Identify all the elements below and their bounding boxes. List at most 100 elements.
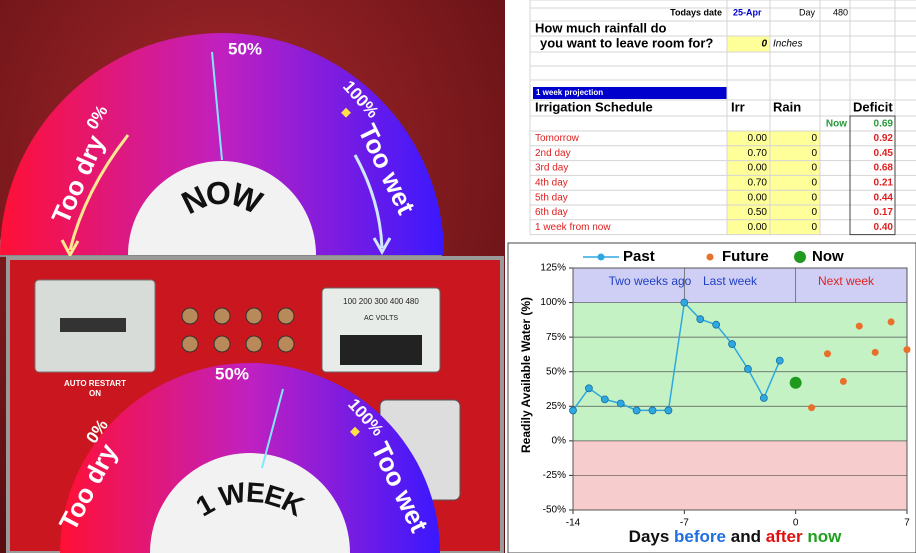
gauge-mid: 50% — [215, 364, 249, 383]
row-label: 6th day — [535, 207, 568, 218]
input-cell — [727, 175, 820, 191]
y-tick-label: 125% — [540, 263, 566, 274]
point — [680, 298, 689, 307]
arrow-head — [60, 239, 80, 259]
point — [664, 406, 673, 415]
projection: 1 week projection — [536, 88, 603, 97]
irr-cell: 0.00 — [748, 222, 768, 233]
point — [744, 365, 752, 373]
room-input[interactable]: 0 — [761, 39, 767, 50]
x-tick-label: 0 — [793, 518, 799, 529]
x-label-part: before — [674, 527, 726, 546]
meter-label: AC VOLTS — [364, 315, 398, 322]
legend-label: Now — [812, 248, 844, 265]
question: How much rainfall do — [535, 20, 667, 35]
deficit-cell: 0.44 — [874, 192, 894, 203]
input-cell — [727, 205, 820, 220]
y-axis-label: Readily Available Water (%) — [519, 297, 533, 453]
legend-label: Past — [623, 248, 655, 265]
marker — [350, 426, 360, 437]
x-tick-label: 7 — [904, 518, 910, 529]
rain-cell: 0 — [811, 163, 817, 174]
legend-marker — [706, 253, 714, 261]
point — [789, 376, 802, 389]
point — [903, 346, 911, 354]
deficit-cell: 0.92 — [874, 133, 894, 144]
y-tick-label: 50% — [546, 366, 566, 377]
region-label: Next week — [818, 274, 875, 288]
input-cell — [727, 36, 770, 52]
input-cell — [727, 145, 820, 161]
y-tick-label: 75% — [546, 332, 566, 343]
deficit-cell: 0.21 — [874, 178, 894, 189]
point — [759, 394, 768, 402]
counter — [60, 318, 126, 332]
y-tick-label: 100% — [540, 297, 566, 308]
deficit-cell: 0.40 — [874, 222, 894, 233]
date: 25-Apr — [733, 7, 762, 17]
x-label-part: Days — [629, 527, 670, 546]
point — [839, 377, 847, 385]
rain-cell: 0 — [811, 148, 817, 159]
point — [808, 404, 816, 412]
point — [871, 348, 879, 356]
rain-cell: 0 — [811, 207, 817, 218]
irr-cell: 0.00 — [748, 163, 768, 174]
dial-center — [150, 453, 350, 553]
rain-cell: 0 — [811, 192, 817, 203]
rain-cell: 0 — [811, 133, 817, 144]
x-label-part: and — [731, 527, 761, 546]
point — [712, 320, 721, 329]
projection-bar — [533, 87, 727, 99]
button — [245, 335, 263, 353]
header: Irrigation Schedule — [535, 99, 653, 114]
sheet-bg — [505, 0, 916, 243]
point — [887, 318, 895, 326]
arrow-head — [372, 237, 392, 256]
meter-scale: 100 200 300 400 480 — [343, 297, 419, 306]
row-label: 1 week from now — [535, 222, 611, 233]
y-tick-label: 0% — [552, 435, 567, 446]
irr-cell: 0.70 — [748, 148, 768, 159]
point — [775, 356, 784, 365]
rain-cell: 0 — [811, 178, 817, 189]
arrow — [68, 134, 130, 251]
point — [585, 384, 593, 393]
point — [632, 406, 641, 415]
gauge-mid: 50% — [228, 39, 262, 58]
button — [181, 307, 199, 325]
y-tick-label: -25% — [543, 470, 566, 481]
row-label: 4th day — [535, 178, 568, 189]
x-tick-label: -14 — [566, 518, 581, 529]
point — [648, 406, 657, 415]
now-deficit: 0.69 — [874, 119, 894, 130]
chart: -50% -25% 0% 25% 50% 75% 100% 125% -14 -7 0 7 Past Fu… — [507, 242, 916, 553]
button — [245, 307, 263, 325]
button — [277, 307, 295, 325]
point — [600, 395, 609, 404]
legend-label: Future — [722, 248, 769, 265]
header: Rain — [773, 99, 801, 114]
question: you want to leave room for? — [540, 35, 713, 50]
panel-label: ON — [89, 389, 101, 398]
region-label: Last week — [703, 274, 758, 288]
row-label: Tomorrow — [535, 133, 580, 144]
unit: Inches — [773, 39, 802, 50]
legend-marker — [597, 253, 605, 261]
x-axis-label: Days before and after now — [629, 527, 842, 546]
row-label: 5th day — [535, 192, 568, 203]
row-label: 3rd day — [535, 163, 568, 174]
input-cell — [727, 190, 820, 205]
date-label: Todays date — [670, 7, 722, 17]
region-label: Two weeks ago — [609, 274, 692, 288]
panel-label: AUTO RESTART — [64, 379, 126, 388]
header: Irr — [731, 99, 745, 114]
day: 480 — [833, 7, 848, 17]
y-tick-label: -50% — [543, 505, 566, 516]
point — [728, 340, 736, 348]
row-label: 2nd day — [535, 148, 571, 159]
rain-cell: 0 — [811, 222, 817, 233]
needle — [261, 388, 284, 469]
deficit-cell: 0.45 — [874, 148, 894, 159]
